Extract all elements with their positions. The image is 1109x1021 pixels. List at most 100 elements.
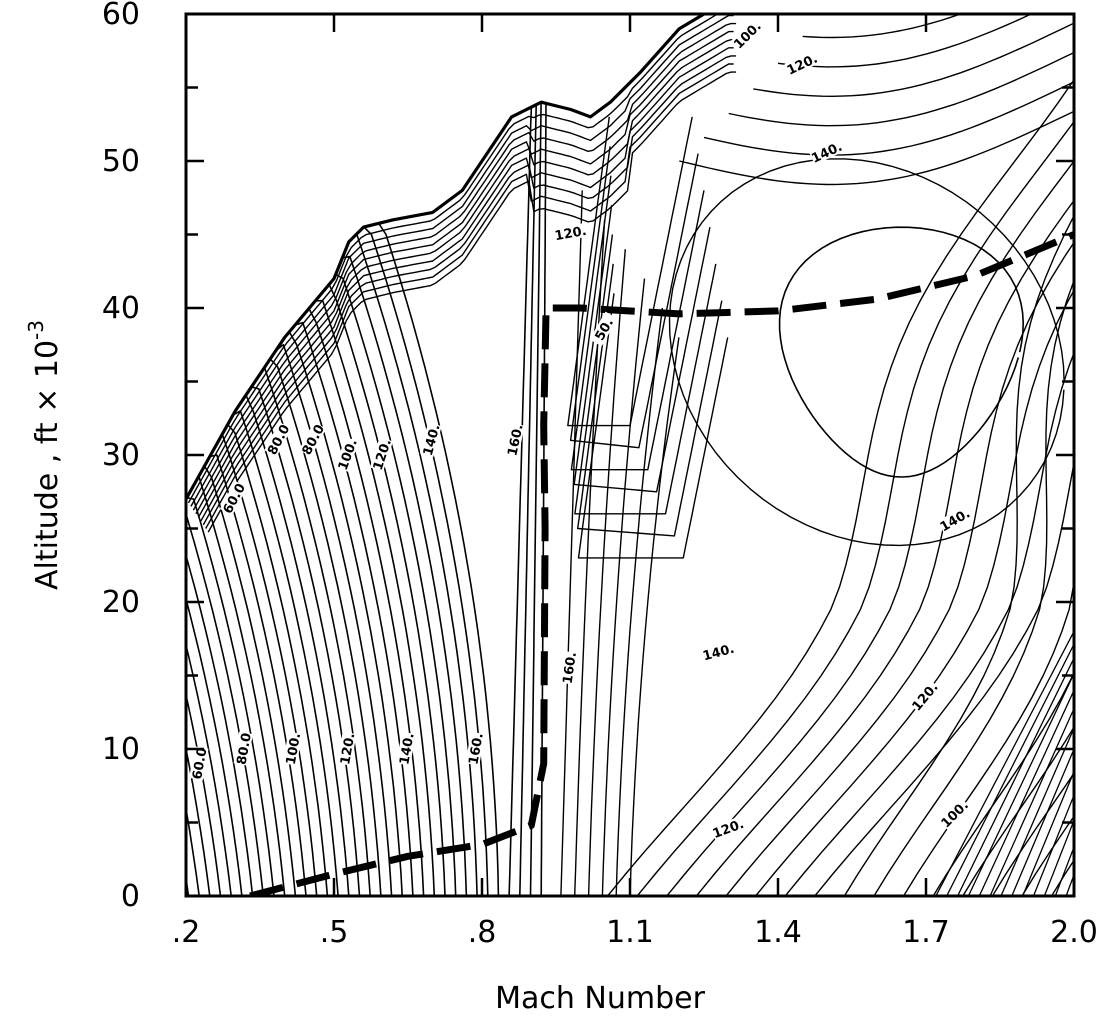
contour-line xyxy=(935,631,1074,896)
contour-line xyxy=(263,367,371,896)
contour-label-bg xyxy=(465,731,485,766)
contour-line xyxy=(668,158,1065,547)
contour-label: 60.0 xyxy=(190,747,210,781)
contour-line xyxy=(1032,793,1074,896)
contour-line xyxy=(191,476,286,896)
contour-label-bg xyxy=(701,640,736,663)
contour-line xyxy=(755,288,1074,896)
contour-label-group: 140. xyxy=(396,731,418,766)
contour-line xyxy=(315,299,436,896)
contour-line xyxy=(269,358,382,896)
contour-label-bg xyxy=(559,651,578,685)
contour-label-group: 160. xyxy=(504,422,527,457)
contour-line xyxy=(186,552,254,896)
contour-line xyxy=(903,570,1074,896)
contour-label-group: 100. xyxy=(282,731,304,766)
contour-label: 160. xyxy=(505,423,526,457)
contour-line xyxy=(753,22,1074,97)
contour-line xyxy=(186,804,200,896)
x-tick-label: .2 xyxy=(172,915,201,950)
contour-label-group: 80.0 xyxy=(233,731,255,766)
contour-label-group: 140. xyxy=(937,505,973,535)
contour-line xyxy=(275,344,393,896)
contour-line xyxy=(348,233,478,896)
contour-line xyxy=(567,116,693,427)
contour-label-bg xyxy=(504,422,525,457)
y-tick-labels: 0 10 20 30 40 50 60 xyxy=(102,0,140,914)
contour-label-bg xyxy=(337,731,357,766)
contour-line xyxy=(186,595,243,896)
contour-line xyxy=(232,410,339,896)
contour-line xyxy=(197,39,737,518)
contour-label-bg xyxy=(396,731,416,766)
y-tick-label: 20 xyxy=(102,585,140,620)
contour-line xyxy=(186,14,708,500)
contour-line xyxy=(1051,859,1074,896)
contour-line xyxy=(946,642,1074,896)
x-tick-label: 1.7 xyxy=(902,915,950,950)
y-tick-label: 0 xyxy=(121,879,140,914)
contour-label: 140. xyxy=(397,732,417,766)
contour-line xyxy=(573,205,711,493)
contour-label-bg xyxy=(937,797,971,830)
contour-label-bg xyxy=(553,222,588,243)
x-tick-label: .8 xyxy=(468,915,497,950)
contour-line xyxy=(328,284,446,896)
contour-line xyxy=(363,226,489,896)
contour-label-bg xyxy=(419,422,442,458)
contour-line xyxy=(873,278,1074,896)
contour-line xyxy=(519,104,537,896)
contour-line xyxy=(725,241,1074,896)
contour-label-bg xyxy=(219,480,248,516)
contour-line xyxy=(695,199,1074,896)
contour-line xyxy=(577,293,729,559)
x-tick-label: 1.1 xyxy=(606,915,654,950)
contour-line xyxy=(636,120,1074,896)
contour-line xyxy=(703,81,1074,156)
contour-line xyxy=(221,433,318,896)
contour-label-bg xyxy=(937,505,972,534)
contour-line xyxy=(1011,747,1074,896)
contour-line xyxy=(203,465,297,896)
contour-line xyxy=(186,745,211,896)
contour-line xyxy=(577,263,723,537)
contour-label-bg xyxy=(334,436,359,472)
contour-line xyxy=(570,175,705,471)
contour-label-bg xyxy=(189,746,209,781)
contour-line xyxy=(308,308,425,896)
contour-line xyxy=(200,47,734,522)
contour-line xyxy=(843,214,1074,896)
contour-line xyxy=(629,337,680,896)
contour-label-group: 160. xyxy=(465,731,487,766)
y-axis-title-main: Altitude , ft × 10 xyxy=(30,340,65,590)
contour-line xyxy=(1000,726,1074,896)
contour-line xyxy=(190,14,734,507)
contour-line xyxy=(802,14,963,39)
contour-line xyxy=(569,146,699,449)
y-axis-title-exponent: -3 xyxy=(24,320,48,340)
contour-line xyxy=(335,273,457,896)
contour-label: 100. xyxy=(284,732,304,766)
contour-line xyxy=(227,423,329,896)
contour-label: 80.0 xyxy=(235,732,255,766)
axis-ticks xyxy=(184,12,1076,898)
contour-label-bg xyxy=(369,437,393,472)
optimum-path xyxy=(249,231,1074,896)
contour-line xyxy=(251,386,361,896)
contour-line xyxy=(601,278,646,896)
contour-label: 120. xyxy=(554,224,588,244)
contour-line xyxy=(295,321,414,896)
y-tick-label: 40 xyxy=(102,291,140,326)
x-tick-label: 2.0 xyxy=(1050,915,1098,950)
contour-line xyxy=(1021,815,1074,896)
contour-line xyxy=(186,496,275,896)
contour-label-group: 60.0 xyxy=(189,746,210,781)
contour-label-bg xyxy=(264,421,292,457)
contour-line xyxy=(784,351,1074,896)
contour-line xyxy=(587,249,626,896)
contour-line xyxy=(192,22,737,511)
contour-line xyxy=(777,14,1033,68)
contour-line xyxy=(288,331,403,896)
x-tick-label: 1.4 xyxy=(754,915,802,950)
